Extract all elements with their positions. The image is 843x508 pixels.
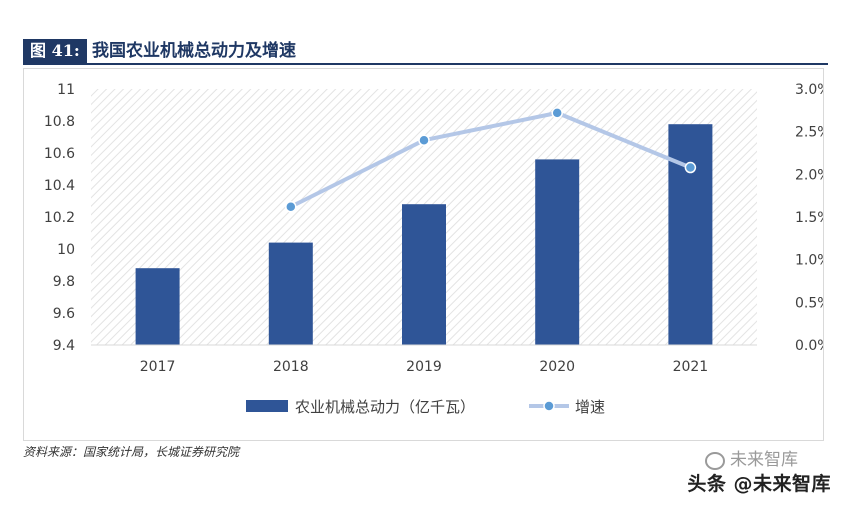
chart-frame: 9.4 9.6 9.8 10 10.2 10.4 10.6 10.8 11 0.0% 0.5% 1.0… (23, 68, 824, 441)
header-rule (23, 63, 828, 65)
y-right-tick-label: 1.5% (795, 210, 823, 226)
bar (135, 268, 180, 345)
y-left-tick-label: 10 (57, 242, 75, 258)
x-tick-label: 2017 (140, 359, 176, 375)
y-left-tick-label: 10.4 (44, 178, 75, 194)
watermark-ghost: 未来智库 (730, 450, 798, 470)
y-left-tick-label: 9.8 (53, 274, 75, 290)
growth-point (551, 107, 563, 119)
x-tick-label: 2020 (539, 359, 575, 375)
bar (668, 124, 713, 345)
y-left-tick-label: 10.6 (44, 146, 75, 162)
figure-title: 我国农业机械总动力及增速 (92, 41, 296, 61)
figure-label: 图 41: (23, 39, 87, 63)
legend-label-line: 增速 (575, 398, 605, 416)
y-right-tick-label: 1.0% (795, 253, 823, 269)
legend-swatch-marker (543, 400, 555, 412)
watermark: 头条 @未来智库 (687, 473, 831, 495)
y-left-tick-label: 11 (57, 82, 75, 98)
y-left-tick-label: 10.8 (44, 114, 75, 130)
y-right-tick-label: 0.5% (795, 295, 823, 311)
bar (402, 204, 446, 345)
growth-point (418, 134, 430, 146)
bar (268, 242, 313, 345)
y-right-tick-label: 2.0% (795, 167, 823, 183)
combo-chart: 9.4 9.6 9.8 10 10.2 10.4 10.6 10.8 11 0.0% 0.5% 1.0… (44, 82, 823, 416)
y-right-tick-label: 3.0% (795, 82, 823, 98)
x-tick-label: 2019 (406, 359, 442, 375)
y-right-tick-label: 2.5% (795, 125, 823, 141)
y-left-tick-label: 10.2 (44, 210, 75, 226)
growth-point (285, 201, 297, 213)
legend-swatch-bar (246, 400, 288, 412)
source-note: 资料来源：国家统计局，长城证券研究院 (23, 445, 240, 459)
y-left-tick-label: 9.6 (53, 306, 75, 322)
figure-header: 图 41: 我国农业机械总动力及增速 (23, 38, 828, 65)
legend-label-bar: 农业机械总动力（亿千瓦） (295, 398, 475, 416)
x-tick-label: 2021 (673, 359, 709, 375)
growth-point (684, 161, 697, 174)
wechat-icon (705, 452, 725, 470)
x-tick-label: 2018 (273, 359, 309, 375)
y-right-tick-label: 0.0% (795, 338, 823, 354)
y-left-tick-label: 9.4 (53, 338, 75, 354)
bar (535, 159, 580, 345)
growth-line (289, 110, 692, 209)
